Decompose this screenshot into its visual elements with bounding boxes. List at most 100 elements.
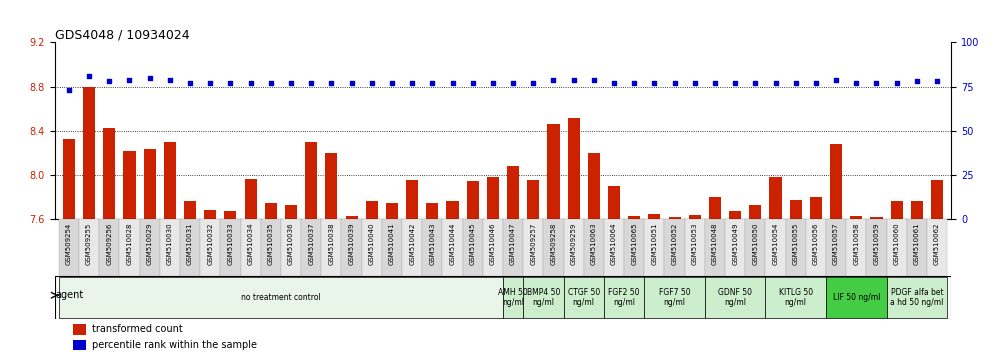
Bar [446, 201, 458, 219]
FancyBboxPatch shape [240, 219, 261, 276]
FancyBboxPatch shape [725, 219, 745, 276]
FancyBboxPatch shape [79, 219, 100, 276]
FancyBboxPatch shape [684, 219, 705, 276]
Bar [143, 149, 155, 219]
Text: GSM510041: GSM510041 [389, 222, 395, 265]
Point [81, 73, 97, 79]
FancyBboxPatch shape [927, 219, 947, 276]
Point [222, 80, 238, 86]
Point [324, 80, 340, 86]
Text: BMP4 50
ng/ml: BMP4 50 ng/ml [527, 288, 560, 307]
Point [364, 80, 379, 86]
Text: GSM510030: GSM510030 [167, 222, 173, 265]
Point [102, 79, 118, 84]
FancyBboxPatch shape [867, 219, 886, 276]
Point [808, 80, 824, 86]
Bar [810, 198, 822, 219]
FancyBboxPatch shape [826, 219, 847, 276]
Text: GSM510062: GSM510062 [934, 222, 940, 265]
Point [687, 80, 703, 86]
Text: GSM510048: GSM510048 [712, 222, 718, 265]
Text: GSM510033: GSM510033 [227, 222, 233, 265]
FancyBboxPatch shape [604, 277, 644, 318]
Bar [648, 214, 660, 219]
Point [263, 80, 279, 86]
FancyBboxPatch shape [442, 219, 462, 276]
Bar [871, 217, 882, 219]
Text: GSM510042: GSM510042 [409, 222, 415, 265]
Text: GSM509257: GSM509257 [530, 222, 536, 265]
FancyBboxPatch shape [120, 219, 139, 276]
FancyBboxPatch shape [847, 219, 867, 276]
Text: GSM509256: GSM509256 [107, 222, 113, 265]
FancyBboxPatch shape [503, 277, 523, 318]
Text: GSM510054: GSM510054 [773, 222, 779, 265]
Text: GSM510032: GSM510032 [207, 222, 213, 265]
Bar [467, 181, 479, 219]
FancyBboxPatch shape [766, 277, 826, 318]
FancyBboxPatch shape [200, 219, 220, 276]
Bar [426, 203, 438, 219]
Bar [224, 211, 236, 219]
FancyBboxPatch shape [544, 219, 564, 276]
Bar [608, 186, 621, 219]
Bar [245, 178, 257, 219]
Point [849, 80, 865, 86]
Text: AMH 50
ng/ml: AMH 50 ng/ml [498, 288, 528, 307]
Bar [346, 216, 358, 219]
FancyBboxPatch shape [342, 219, 362, 276]
FancyBboxPatch shape [159, 219, 180, 276]
FancyBboxPatch shape [100, 219, 120, 276]
FancyBboxPatch shape [55, 276, 951, 319]
Point [243, 80, 259, 86]
Bar [507, 166, 519, 219]
Text: GDS4048 / 10934024: GDS4048 / 10934024 [55, 28, 189, 41]
FancyBboxPatch shape [624, 219, 644, 276]
Point [646, 80, 662, 86]
FancyBboxPatch shape [402, 219, 422, 276]
Text: PDGF alfa bet
a hd 50 ng/ml: PDGF alfa bet a hd 50 ng/ml [890, 288, 943, 307]
FancyBboxPatch shape [59, 219, 79, 276]
Point [162, 77, 178, 82]
Text: GSM510051: GSM510051 [651, 222, 657, 265]
Bar [73, 324, 87, 335]
Bar [366, 201, 377, 219]
Point [888, 80, 904, 86]
Point [404, 80, 420, 86]
Text: GSM510035: GSM510035 [268, 222, 274, 265]
Text: GSM510052: GSM510052 [671, 222, 677, 265]
Point [768, 80, 784, 86]
Text: GSM510028: GSM510028 [126, 222, 132, 265]
Text: GSM510029: GSM510029 [146, 222, 152, 265]
Text: GSM510055: GSM510055 [793, 222, 799, 265]
Text: GSM509254: GSM509254 [66, 222, 72, 264]
Bar [305, 142, 318, 219]
Text: GSM510034: GSM510034 [248, 222, 254, 265]
Text: CTGF 50
ng/ml: CTGF 50 ng/ml [568, 288, 600, 307]
Text: percentile rank within the sample: percentile rank within the sample [93, 340, 257, 350]
Bar [385, 203, 398, 219]
FancyBboxPatch shape [322, 219, 342, 276]
Bar [890, 201, 902, 219]
Text: GSM510065: GSM510065 [631, 222, 637, 265]
Point [122, 77, 137, 82]
Text: GSM510031: GSM510031 [187, 222, 193, 265]
FancyBboxPatch shape [220, 219, 240, 276]
Point [303, 80, 319, 86]
FancyBboxPatch shape [139, 219, 159, 276]
Point [869, 80, 884, 86]
Bar [548, 124, 560, 219]
Text: no treatment control: no treatment control [241, 293, 321, 302]
Bar [73, 340, 87, 350]
Bar [487, 177, 499, 219]
Point [344, 80, 360, 86]
Bar [688, 215, 701, 219]
Text: GSM510043: GSM510043 [429, 222, 435, 265]
Bar [729, 211, 741, 219]
Text: GSM510039: GSM510039 [349, 222, 355, 265]
Text: GSM510044: GSM510044 [449, 222, 455, 265]
FancyBboxPatch shape [766, 219, 786, 276]
Text: GSM510057: GSM510057 [833, 222, 839, 265]
Point [202, 80, 218, 86]
Bar [709, 198, 721, 219]
